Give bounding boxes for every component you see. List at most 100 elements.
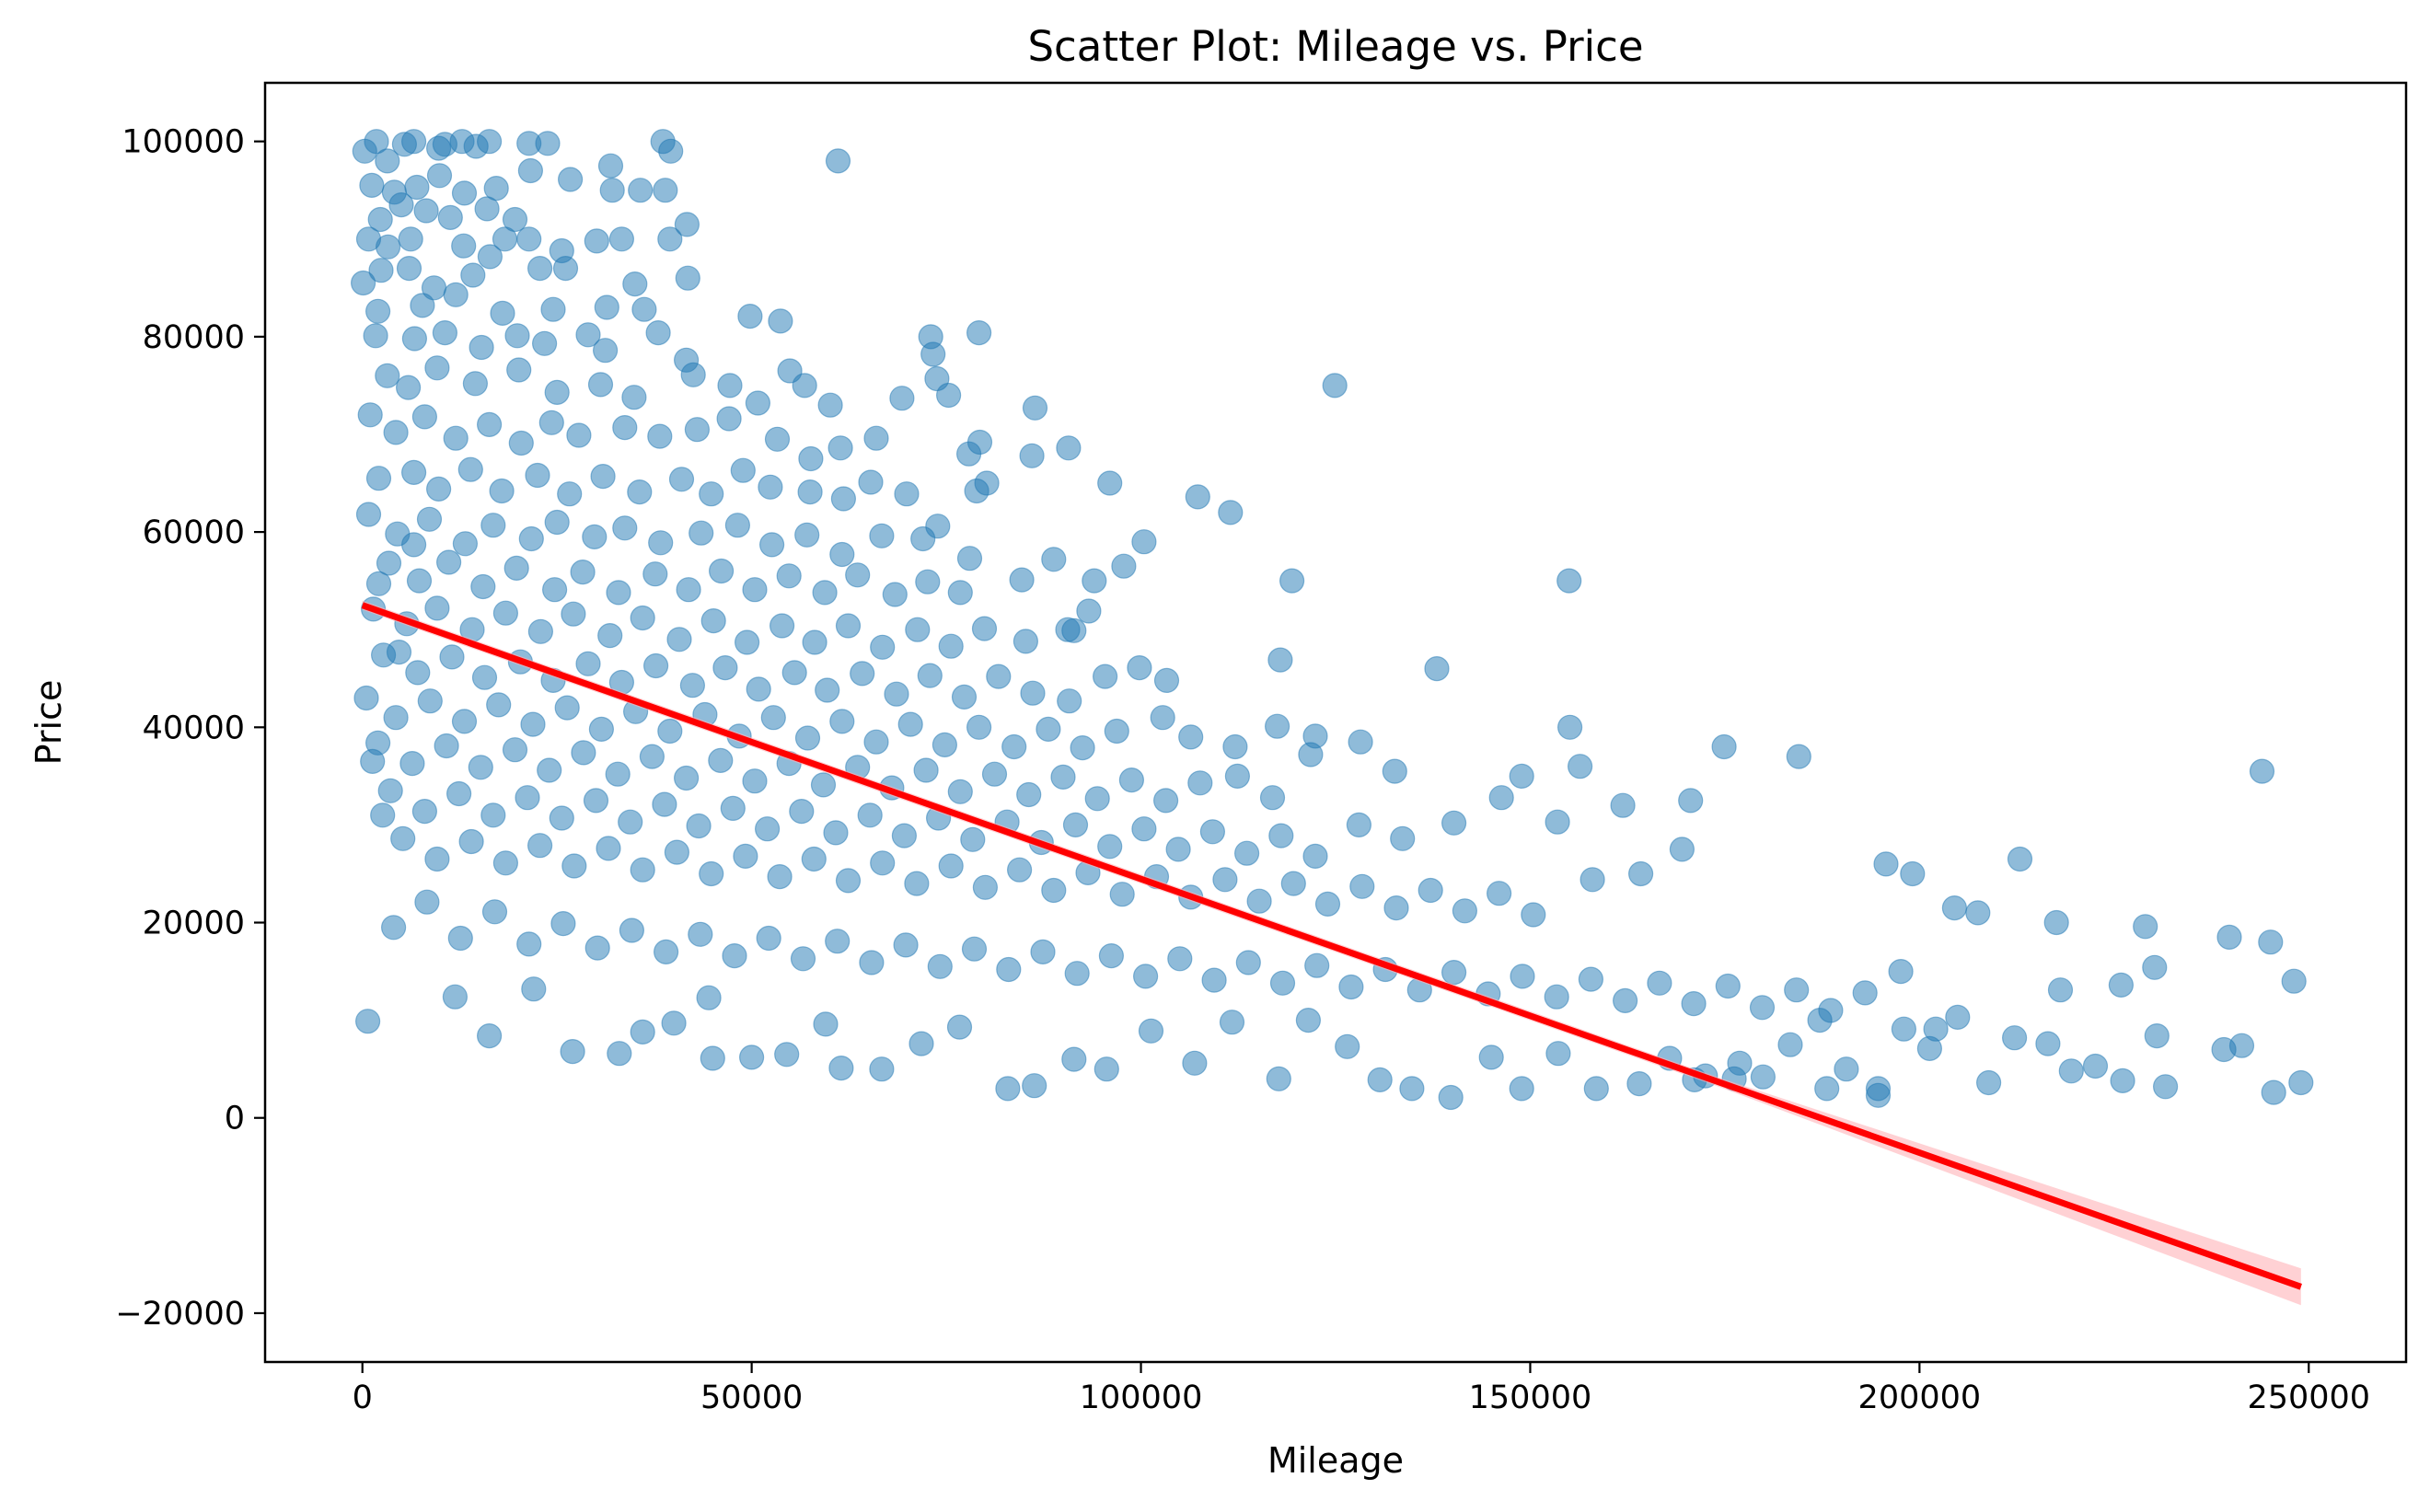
data-point [995, 1076, 1021, 1102]
data-point [869, 523, 895, 548]
data-point [411, 798, 437, 825]
data-point [938, 853, 964, 879]
data-point [364, 129, 389, 155]
data-point [452, 531, 478, 557]
data-point [607, 1041, 632, 1067]
data-point [845, 562, 871, 588]
data-point [1965, 900, 1991, 926]
data-point [592, 338, 619, 364]
data-point [417, 688, 443, 714]
data-point [416, 506, 443, 532]
data-point [1441, 959, 1467, 986]
data-point [657, 718, 683, 744]
data-point [1178, 724, 1204, 750]
data-point [1109, 882, 1135, 907]
data-point [798, 445, 824, 472]
data-point [605, 761, 631, 787]
data-point [1556, 568, 1582, 594]
data-point [370, 802, 396, 828]
data-point [492, 226, 518, 252]
data-point [2144, 1022, 2170, 1049]
data-point [480, 513, 506, 538]
data-point [365, 298, 391, 324]
data-point [1016, 781, 1042, 808]
data-point [451, 180, 478, 206]
data-point [1094, 1056, 1119, 1082]
data-point [882, 582, 908, 607]
data-point [1131, 529, 1157, 555]
data-point [733, 843, 758, 870]
data-point [827, 435, 853, 461]
data-point [1006, 857, 1033, 883]
data-point [443, 425, 469, 451]
data-point [764, 426, 791, 452]
data-point [460, 262, 486, 288]
data-point [972, 874, 999, 900]
data-point [1349, 873, 1375, 899]
data-point [367, 206, 393, 233]
data-point [1041, 547, 1067, 572]
data-point [365, 466, 392, 491]
data-point [621, 385, 647, 410]
data-point [531, 330, 558, 356]
data-point [590, 463, 616, 490]
data-point [1070, 734, 1095, 761]
data-point [1233, 840, 1260, 866]
data-point [810, 772, 837, 798]
data-point [404, 174, 430, 201]
data-point [1610, 792, 1636, 818]
data-point [850, 661, 875, 687]
data-point [575, 322, 601, 348]
data-point [399, 750, 425, 777]
data-point [653, 178, 678, 203]
data-point [1814, 1076, 1840, 1102]
data-point [2007, 846, 2033, 872]
data-point [606, 580, 631, 606]
data-point [1057, 688, 1082, 714]
data-point [870, 850, 896, 876]
data-point [1185, 484, 1210, 510]
data-point [447, 925, 473, 952]
data-point [2228, 1033, 2255, 1058]
data-point [597, 622, 623, 649]
data-point [353, 685, 379, 711]
data-point [365, 571, 392, 596]
data-point [679, 673, 706, 698]
data-point [1382, 758, 1407, 784]
data-point [2047, 977, 2074, 1003]
data-point [813, 1011, 839, 1037]
data-point [908, 1031, 934, 1056]
data-point [1127, 654, 1152, 681]
data-point [582, 524, 608, 550]
data-point [1338, 974, 1364, 1000]
y-tick-label: −20000 [115, 1296, 245, 1333]
data-point [756, 925, 781, 952]
data-point [981, 761, 1008, 787]
data-point [1235, 950, 1261, 975]
data-point [570, 559, 596, 585]
data-point [502, 206, 528, 233]
data-point [1022, 395, 1048, 421]
data-point [405, 660, 431, 686]
data-point [794, 522, 820, 548]
data-point [1888, 958, 1914, 985]
data-point [835, 613, 862, 639]
data-point [1834, 1056, 1859, 1082]
data-point [442, 984, 468, 1010]
data-point [584, 228, 609, 254]
data-point [742, 577, 768, 603]
data-point [1222, 733, 1248, 760]
data-point [1131, 816, 1157, 842]
data-point [1104, 718, 1129, 744]
data-point [1061, 1046, 1087, 1072]
data-point [905, 617, 931, 642]
data-point [996, 956, 1022, 983]
data-point [825, 148, 851, 174]
data-point [859, 950, 885, 975]
data-point [597, 153, 624, 179]
data-point [630, 857, 655, 883]
data-point [1267, 647, 1293, 673]
data-point [789, 798, 815, 825]
regression-line [361, 602, 2302, 1290]
data-point [858, 469, 884, 495]
